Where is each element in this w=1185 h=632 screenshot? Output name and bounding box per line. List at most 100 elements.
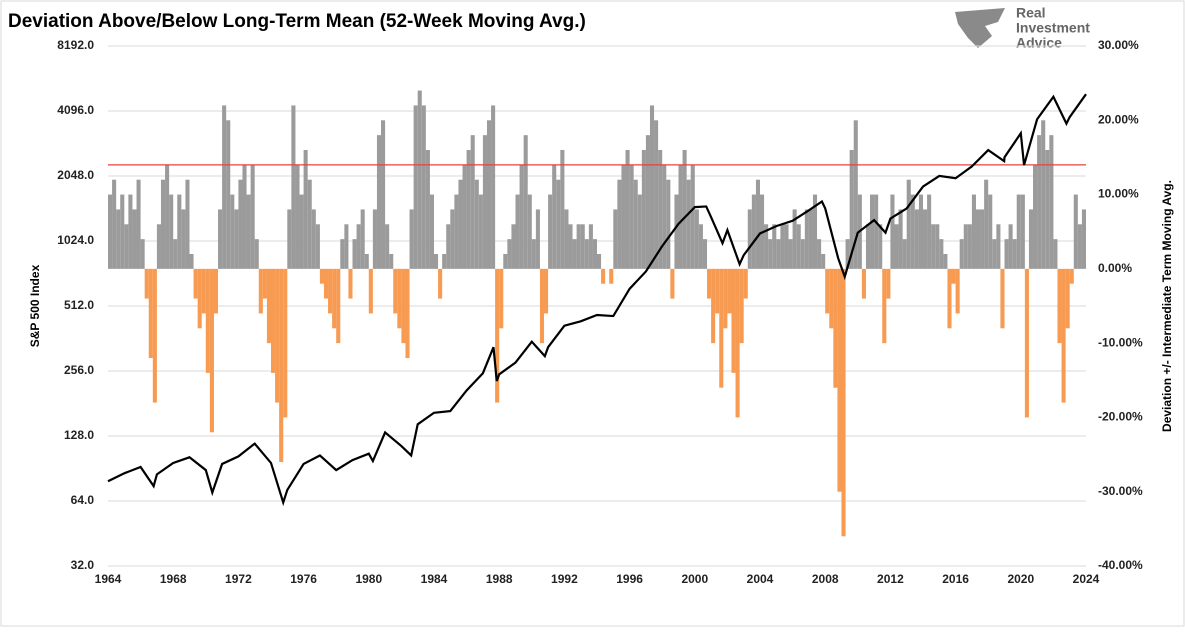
bar [271,268,276,373]
bar [1061,268,1066,403]
bar [165,164,170,269]
bar [980,209,985,269]
bar [246,194,251,269]
bar [645,135,650,269]
bar [213,268,219,314]
bar [984,179,989,269]
bar [1069,268,1074,284]
bar [674,194,679,269]
bar [1065,268,1070,329]
y2-tick-label: 0.00% [1098,261,1132,275]
bar [637,194,642,269]
bar [874,194,879,269]
bar [902,239,907,269]
bar [474,179,479,269]
bar [597,254,602,269]
bar [539,268,545,344]
bar [381,120,386,269]
bar [523,135,528,269]
bar [955,268,960,314]
bar [649,105,655,269]
bar [531,239,536,269]
bar [576,224,581,269]
bar [560,150,565,269]
bar [454,194,459,269]
y2-tick-label: -40.00% [1098,558,1143,572]
bar [340,239,345,269]
bar [482,135,487,269]
bar [853,120,858,269]
bar [870,194,875,269]
y-tick-label: 32.0 [71,558,95,572]
bar [788,239,793,269]
bar [491,105,496,269]
bar [817,239,822,269]
bar [511,224,516,269]
bar [776,239,781,269]
bar [124,224,129,269]
bar [939,239,944,269]
bar [193,268,198,299]
bar [332,268,337,329]
bar [535,209,540,269]
bar [356,224,361,269]
bar [556,179,561,269]
bar [890,194,895,269]
bar [1081,209,1086,269]
bar [682,150,687,269]
bar [825,268,830,314]
x-tick-label: 1964 [95,572,122,586]
bar [295,164,300,269]
y-axis-label: S&P 500 Index [28,264,42,347]
bar [438,268,443,299]
bar [658,150,663,269]
bar [702,239,708,269]
bar [315,224,320,269]
bar [845,239,850,269]
bar [1041,120,1046,269]
bar [234,209,239,269]
bar [393,268,398,314]
bar [755,179,760,269]
bar [185,179,190,269]
bar [1024,268,1029,418]
bar [352,239,357,269]
x-tick-label: 1996 [616,572,643,586]
bar [442,254,447,269]
bar [262,268,267,299]
bar [698,224,703,269]
bar [311,209,316,269]
bar [169,194,174,269]
y-tick-label: 8192.0 [57,38,94,52]
bar [568,224,573,269]
bar [792,209,797,269]
bar [878,224,883,269]
bar [112,179,117,269]
bar [177,194,182,269]
bar [812,194,818,269]
bar [108,194,113,269]
bar [711,268,716,344]
bar [462,164,467,269]
bar [898,209,903,269]
logo-icon [955,8,1005,48]
bar [495,268,500,403]
bar [552,164,557,269]
bar [201,268,206,314]
bar [747,209,752,269]
bar [136,179,141,269]
bar [584,239,589,269]
bar [291,105,296,269]
bar [861,268,866,299]
bar [641,150,646,269]
bar [197,268,202,329]
x-tick-label: 1968 [160,572,187,586]
bar [914,209,919,269]
bar [613,209,618,269]
x-tick-label: 1972 [225,572,252,586]
bar [486,120,492,269]
bar [931,224,936,269]
bar [507,239,512,269]
y2-tick-label: -20.00% [1098,410,1143,424]
bar [735,268,740,418]
